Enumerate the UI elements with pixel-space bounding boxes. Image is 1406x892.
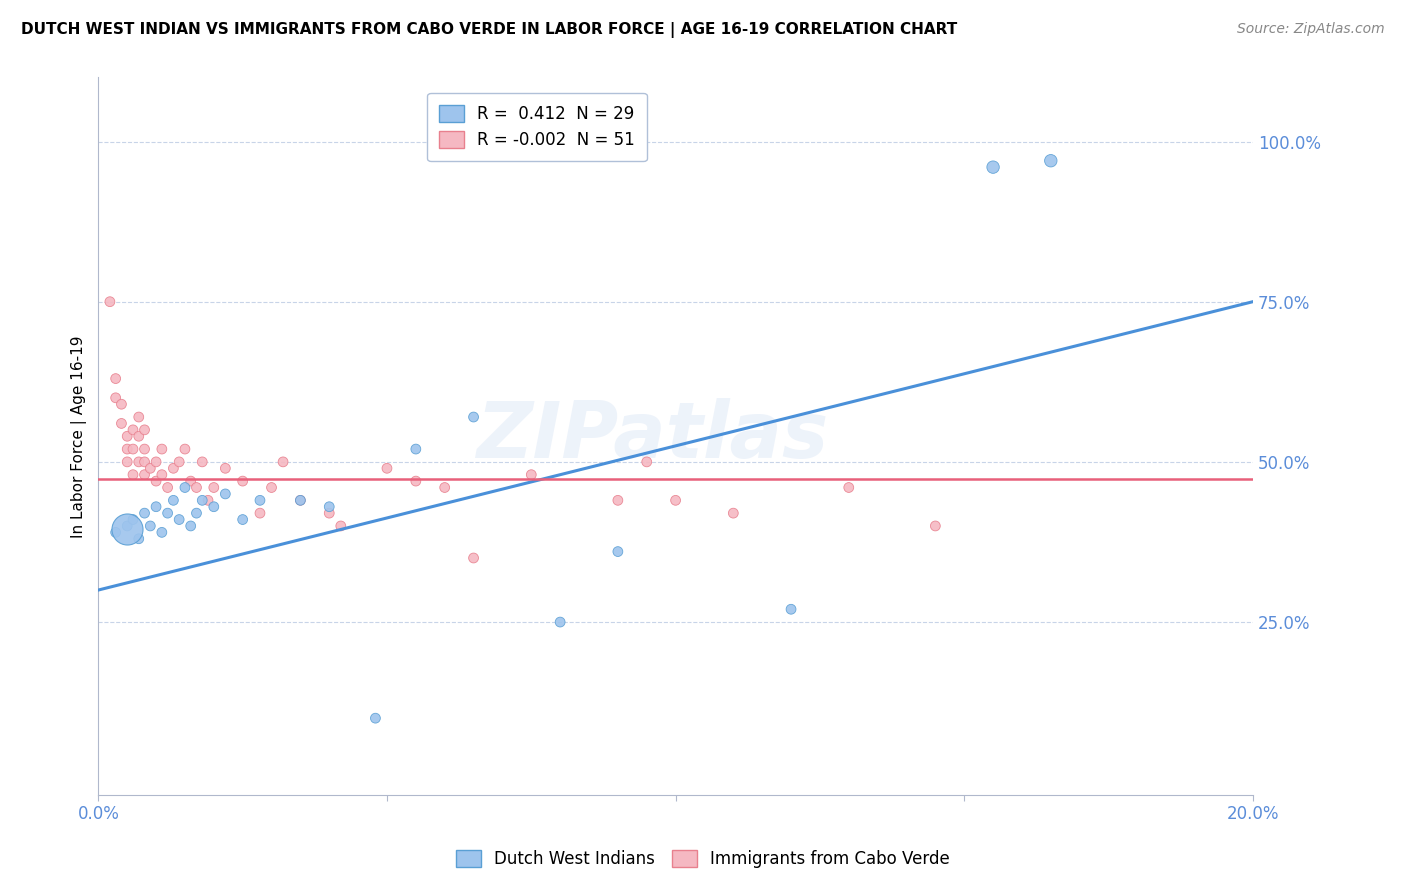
Point bbox=[162, 461, 184, 475]
Point bbox=[128, 532, 150, 546]
Point bbox=[104, 525, 127, 540]
Point bbox=[134, 467, 156, 482]
Point bbox=[162, 493, 184, 508]
Point bbox=[115, 442, 138, 456]
Text: ZIPatlas: ZIPatlas bbox=[477, 398, 828, 475]
Point bbox=[606, 493, 628, 508]
Point bbox=[463, 410, 485, 425]
Point bbox=[139, 461, 162, 475]
Point bbox=[115, 455, 138, 469]
Point bbox=[122, 423, 145, 437]
Point bbox=[1039, 153, 1062, 168]
Point bbox=[145, 455, 167, 469]
Point bbox=[134, 423, 156, 437]
Point bbox=[318, 506, 340, 520]
Point bbox=[202, 500, 225, 514]
Point bbox=[134, 506, 156, 520]
Point bbox=[202, 481, 225, 495]
Point bbox=[145, 500, 167, 514]
Point bbox=[110, 397, 132, 411]
Point bbox=[134, 442, 156, 456]
Point bbox=[271, 455, 294, 469]
Point bbox=[665, 493, 688, 508]
Point bbox=[134, 455, 156, 469]
Point bbox=[180, 474, 202, 488]
Point bbox=[110, 417, 132, 431]
Point bbox=[115, 429, 138, 443]
Text: Source: ZipAtlas.com: Source: ZipAtlas.com bbox=[1237, 22, 1385, 37]
Point bbox=[606, 544, 628, 558]
Point bbox=[723, 506, 745, 520]
Legend: Dutch West Indians, Immigrants from Cabo Verde: Dutch West Indians, Immigrants from Cabo… bbox=[450, 843, 956, 875]
Point bbox=[232, 474, 254, 488]
Point bbox=[232, 512, 254, 526]
Point bbox=[364, 711, 387, 725]
Point bbox=[375, 461, 398, 475]
Point bbox=[191, 455, 214, 469]
Point bbox=[98, 294, 121, 309]
Point bbox=[318, 500, 340, 514]
Point bbox=[156, 506, 179, 520]
Point bbox=[174, 442, 197, 456]
Point bbox=[838, 481, 860, 495]
Legend: R =  0.412  N = 29, R = -0.002  N = 51: R = 0.412 N = 29, R = -0.002 N = 51 bbox=[427, 93, 647, 161]
Y-axis label: In Labor Force | Age 16-19: In Labor Force | Age 16-19 bbox=[72, 335, 87, 538]
Point bbox=[636, 455, 658, 469]
Point bbox=[249, 506, 271, 520]
Point bbox=[520, 467, 543, 482]
Point bbox=[433, 481, 456, 495]
Point bbox=[104, 371, 127, 385]
Point bbox=[180, 519, 202, 533]
Point bbox=[128, 410, 150, 425]
Point bbox=[128, 429, 150, 443]
Point bbox=[122, 512, 145, 526]
Point bbox=[122, 467, 145, 482]
Point bbox=[128, 455, 150, 469]
Point bbox=[174, 481, 197, 495]
Point bbox=[104, 391, 127, 405]
Point bbox=[150, 525, 173, 540]
Point bbox=[167, 455, 190, 469]
Point bbox=[405, 442, 427, 456]
Point bbox=[139, 519, 162, 533]
Point bbox=[156, 481, 179, 495]
Point bbox=[290, 493, 312, 508]
Point bbox=[145, 474, 167, 488]
Point bbox=[548, 615, 571, 629]
Point bbox=[463, 551, 485, 566]
Point bbox=[150, 467, 173, 482]
Point bbox=[115, 522, 138, 536]
Point bbox=[249, 493, 271, 508]
Point bbox=[780, 602, 803, 616]
Point bbox=[122, 442, 145, 456]
Point bbox=[405, 474, 427, 488]
Point bbox=[214, 461, 236, 475]
Point bbox=[150, 442, 173, 456]
Point bbox=[186, 481, 208, 495]
Point bbox=[186, 506, 208, 520]
Point bbox=[981, 160, 1004, 174]
Text: DUTCH WEST INDIAN VS IMMIGRANTS FROM CABO VERDE IN LABOR FORCE | AGE 16-19 CORRE: DUTCH WEST INDIAN VS IMMIGRANTS FROM CAB… bbox=[21, 22, 957, 38]
Point bbox=[115, 519, 138, 533]
Point bbox=[924, 519, 946, 533]
Point bbox=[191, 493, 214, 508]
Point bbox=[214, 487, 236, 501]
Point bbox=[197, 493, 219, 508]
Point bbox=[329, 519, 352, 533]
Point bbox=[290, 493, 312, 508]
Point bbox=[260, 481, 283, 495]
Point bbox=[167, 512, 190, 526]
